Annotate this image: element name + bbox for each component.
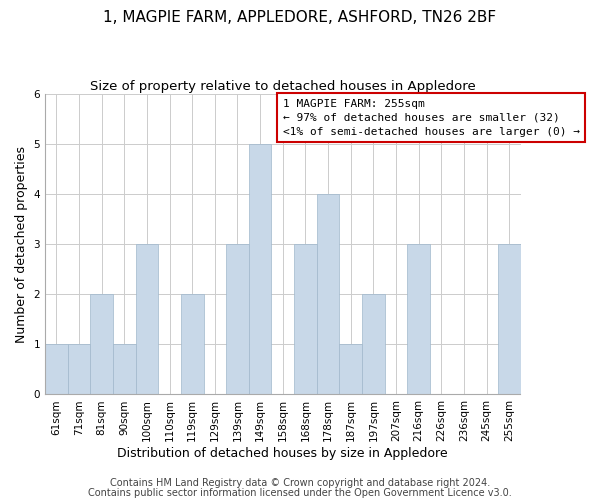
Y-axis label: Number of detached properties: Number of detached properties xyxy=(15,146,28,343)
Bar xyxy=(498,244,521,394)
Bar xyxy=(340,344,362,395)
Bar xyxy=(68,344,91,395)
Bar xyxy=(45,344,68,395)
Text: Contains HM Land Registry data © Crown copyright and database right 2024.: Contains HM Land Registry data © Crown c… xyxy=(110,478,490,488)
Bar xyxy=(181,294,203,394)
Bar xyxy=(113,344,136,395)
Text: Contains public sector information licensed under the Open Government Licence v3: Contains public sector information licen… xyxy=(88,488,512,498)
X-axis label: Distribution of detached houses by size in Appledore: Distribution of detached houses by size … xyxy=(118,447,448,460)
Bar xyxy=(317,194,340,394)
Bar xyxy=(294,244,317,394)
Bar xyxy=(226,244,249,394)
Title: Size of property relative to detached houses in Appledore: Size of property relative to detached ho… xyxy=(90,80,476,93)
Bar xyxy=(362,294,385,394)
Bar xyxy=(407,244,430,394)
Text: 1, MAGPIE FARM, APPLEDORE, ASHFORD, TN26 2BF: 1, MAGPIE FARM, APPLEDORE, ASHFORD, TN26… xyxy=(103,10,497,25)
Bar xyxy=(91,294,113,394)
Text: 1 MAGPIE FARM: 255sqm
← 97% of detached houses are smaller (32)
<1% of semi-deta: 1 MAGPIE FARM: 255sqm ← 97% of detached … xyxy=(283,98,580,136)
Bar xyxy=(249,144,271,395)
Bar xyxy=(136,244,158,394)
